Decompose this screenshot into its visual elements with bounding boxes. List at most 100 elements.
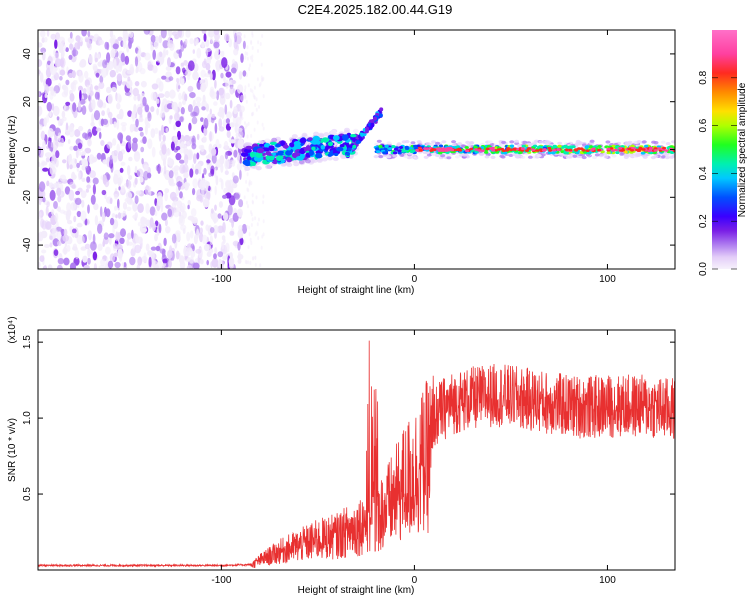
signal-blob xyxy=(588,145,593,149)
noise-speckle xyxy=(175,230,181,237)
noise-speckle xyxy=(112,43,119,50)
noise-speckle xyxy=(214,122,218,134)
y-tick-label: -20 xyxy=(22,190,33,205)
signal-blob xyxy=(249,151,256,158)
noise-speckle xyxy=(217,213,222,219)
signal-peak xyxy=(656,147,661,150)
noise-speckle xyxy=(90,249,94,255)
noise-speckle xyxy=(238,130,244,139)
signal-peak xyxy=(531,148,536,151)
noise-speckle xyxy=(245,73,248,78)
noise-speckle xyxy=(173,135,178,141)
noise-speckle xyxy=(38,142,41,147)
noise-speckle xyxy=(167,39,174,49)
noise-speckle xyxy=(90,194,96,205)
noise-speckle xyxy=(231,79,236,85)
noise-speckle xyxy=(57,195,62,203)
noise-speckle xyxy=(191,116,198,125)
noise-speckle xyxy=(179,191,183,199)
noise-speckle xyxy=(82,88,87,94)
noise-speckle xyxy=(187,149,193,161)
signal-halo xyxy=(605,140,611,144)
signal-halo xyxy=(602,152,608,156)
noise-speckle xyxy=(171,101,178,111)
signal-blob xyxy=(295,156,304,161)
noise-speckle xyxy=(202,94,206,103)
signal-halo xyxy=(514,139,520,143)
noise-speckle xyxy=(152,222,156,232)
noise-speckle xyxy=(251,33,254,38)
noise-speckle xyxy=(134,81,140,87)
signal-blob xyxy=(392,151,398,155)
noise-speckle xyxy=(150,34,156,43)
noise-speckle xyxy=(165,127,169,133)
signal-blob xyxy=(503,151,508,155)
noise-speckle xyxy=(192,216,198,226)
signal-halo xyxy=(316,158,323,163)
signal-halo xyxy=(264,138,271,143)
noise-speckle xyxy=(65,101,71,106)
noise-speckle xyxy=(189,230,194,239)
signal-peak xyxy=(618,147,623,150)
noise-speckle xyxy=(115,231,119,242)
noise-speckle xyxy=(94,57,99,63)
noise-speckle xyxy=(250,223,253,227)
noise-speckle xyxy=(232,175,239,184)
noise-speckle xyxy=(136,168,144,178)
noise-speckle xyxy=(47,60,51,66)
signal-peak xyxy=(525,149,529,152)
colorbar-gradient xyxy=(712,30,737,269)
signal-blob xyxy=(404,147,410,150)
noise-speckle xyxy=(122,210,127,217)
noise-speckle xyxy=(46,30,50,37)
signal-halo xyxy=(323,132,330,137)
noise-speckle xyxy=(198,169,202,175)
noise-speckle xyxy=(84,243,91,250)
noise-speckle xyxy=(67,154,72,166)
noise-speckle xyxy=(62,234,69,242)
signal-blob xyxy=(606,151,611,155)
noise-speckle xyxy=(63,246,68,255)
signal-peak xyxy=(493,149,498,152)
noise-speckle xyxy=(225,92,231,100)
noise-speckle xyxy=(242,70,247,77)
noise-speckle xyxy=(115,214,118,219)
noise-speckle xyxy=(73,145,78,151)
signal-halo xyxy=(669,155,675,159)
noise-speckle xyxy=(109,117,113,125)
signal-peak xyxy=(432,148,437,151)
signal-halo xyxy=(410,141,416,145)
noise-speckle xyxy=(236,208,243,218)
noise-speckle xyxy=(167,249,173,259)
signal-peak xyxy=(648,148,653,152)
signal-blob xyxy=(243,148,252,153)
noise-speckle xyxy=(106,173,111,181)
noise-speckle xyxy=(41,249,47,254)
noise-speckle xyxy=(229,139,236,144)
noise-speckle xyxy=(51,228,59,238)
noise-speckle xyxy=(69,164,73,170)
noise-speckle xyxy=(140,80,147,88)
noise-speckle xyxy=(229,86,235,95)
signal-peak xyxy=(541,149,546,152)
noise-speckle xyxy=(243,195,246,200)
noise-speckle xyxy=(220,163,224,173)
noise-speckle xyxy=(171,196,179,202)
noise-speckle xyxy=(122,39,127,49)
signal-blob xyxy=(557,144,562,148)
noise-speckle xyxy=(45,205,49,216)
noise-speckle xyxy=(194,168,199,175)
y-tick-label: 20 xyxy=(22,96,33,108)
signal-halo xyxy=(665,142,671,146)
signal-peak xyxy=(653,149,658,152)
noise-speckle xyxy=(111,87,117,92)
colorbar-tick-label: 0.8 xyxy=(698,70,709,84)
noise-speckle xyxy=(187,204,190,210)
snr-y-multiplier: (x10⁴) xyxy=(7,316,18,343)
signal-peak xyxy=(505,149,510,152)
noise-speckle xyxy=(81,150,87,156)
signal-halo xyxy=(572,154,578,158)
signal-blob xyxy=(571,145,576,149)
signal-halo xyxy=(499,154,505,158)
noise-speckle xyxy=(84,70,89,79)
